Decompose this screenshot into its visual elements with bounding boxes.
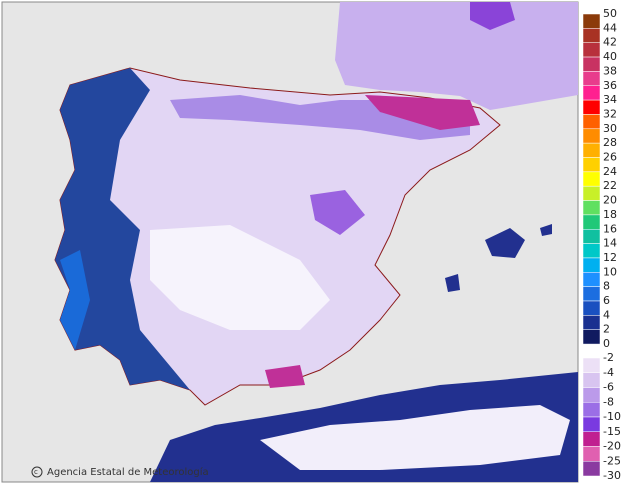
legend-swatch — [582, 56, 601, 72]
legend-swatch — [582, 446, 601, 462]
legend-label: 18 — [603, 208, 617, 221]
legend-label: 8 — [603, 280, 610, 293]
legend-label: -10 — [603, 410, 621, 423]
legend-label: 22 — [603, 179, 617, 192]
cold-spot — [470, 2, 515, 30]
copyright-c: c — [34, 468, 38, 476]
legend-label: 2 — [603, 323, 610, 336]
legend-label: 42 — [603, 36, 617, 49]
africa-snow — [260, 405, 570, 470]
legend-swatch — [582, 142, 601, 158]
legend-swatch — [582, 431, 601, 447]
legend-label: 16 — [603, 222, 617, 235]
legend-swatch — [582, 71, 601, 87]
legend-label: -20 — [603, 440, 621, 453]
legend-swatch — [582, 387, 601, 403]
legend-label: -25 — [603, 454, 621, 467]
legend-swatch — [582, 28, 601, 43]
sierra-nevada — [265, 365, 305, 388]
legend-swatch — [582, 114, 601, 130]
legend-swatch — [582, 200, 601, 216]
legend-label: 32 — [603, 107, 617, 120]
legend-swatch — [582, 286, 601, 302]
legend-swatch — [582, 99, 601, 115]
legend-label: 24 — [603, 165, 617, 178]
legend-label: 36 — [603, 79, 617, 92]
iberian-range — [310, 190, 365, 235]
legend-swatch — [582, 85, 601, 101]
map-area: c Agencia Estatal de Meteorología — [1, 1, 579, 483]
pyrenees — [365, 95, 480, 130]
legend-swatch — [582, 229, 601, 244]
legend-label: 20 — [603, 194, 617, 207]
legend-label: -4 — [603, 366, 614, 379]
legend-swatch — [582, 243, 601, 259]
legend-swatch — [582, 461, 601, 477]
legend-swatch — [582, 272, 601, 287]
legend-label: 14 — [603, 237, 617, 250]
legend-label: 40 — [603, 50, 617, 63]
legend-label: 6 — [603, 294, 610, 307]
france — [335, 2, 578, 110]
legend-label: 26 — [603, 151, 617, 164]
legend-label: 34 — [603, 93, 617, 106]
legend-swatch — [582, 185, 601, 201]
legend-swatch — [582, 416, 601, 432]
legend-swatch — [582, 42, 601, 58]
legend-swatch — [582, 171, 601, 187]
legend-label: 44 — [603, 21, 617, 34]
legend-label: 28 — [603, 136, 617, 149]
legend-swatch — [582, 157, 601, 173]
legend-label: -6 — [603, 381, 614, 394]
legend-swatch — [582, 300, 601, 316]
coast-warm — [60, 250, 90, 350]
legend-label: 12 — [603, 251, 617, 264]
copyright-icon — [31, 466, 43, 478]
legend-label: 30 — [603, 122, 617, 135]
legend-label: -8 — [603, 395, 614, 408]
mallorca — [485, 228, 525, 258]
legend-swatch — [582, 357, 601, 373]
legend-label: 0 — [603, 337, 610, 350]
legend-swatch — [582, 329, 601, 345]
central-warm — [150, 225, 330, 330]
legend-swatch — [582, 257, 601, 273]
legend-swatch — [582, 13, 601, 29]
legend-swatch — [582, 372, 601, 388]
menorca — [540, 224, 552, 236]
credit: Agencia Estatal de Meteorología — [47, 466, 209, 478]
ibiza — [445, 274, 460, 292]
legend-label: 38 — [603, 64, 617, 77]
legend: 5044424038363432302826242220181614121086… — [582, 7, 621, 482]
legend-label: 50 — [603, 7, 617, 20]
legend-label: 10 — [603, 265, 617, 278]
legend-label: -15 — [603, 425, 621, 438]
legend-swatch — [582, 128, 601, 144]
legend-label: -30 — [603, 469, 621, 482]
legend-label: -2 — [603, 351, 614, 364]
legend-swatch — [582, 214, 601, 230]
legend-swatch — [582, 402, 601, 418]
west-coast — [55, 68, 190, 390]
legend-label: 4 — [603, 308, 610, 321]
legend-swatch — [582, 315, 601, 330]
